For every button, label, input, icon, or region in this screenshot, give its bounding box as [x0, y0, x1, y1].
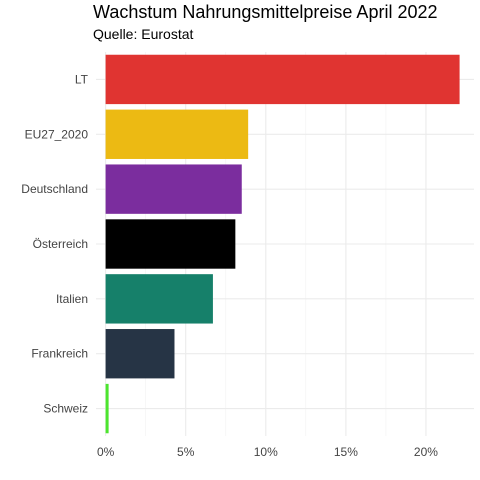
- category-label: Deutschland: [21, 182, 88, 196]
- bar-frankreich: [105, 329, 175, 379]
- category-label: Österreich: [33, 237, 88, 251]
- category-labels: LT EU27_2020 Deutschland Österreich Italien F…: [21, 72, 88, 415]
- bar-eu27-2020: [105, 109, 249, 159]
- x-tick-label: 20%: [414, 445, 438, 459]
- bars: [105, 54, 460, 434]
- bar-lt: [105, 54, 460, 105]
- bar-italien: [105, 274, 213, 324]
- bar--sterreich: [105, 219, 236, 269]
- category-label: Schweiz: [43, 402, 88, 416]
- category-label: Frankreich: [31, 347, 88, 361]
- bar-deutschland: [105, 164, 242, 214]
- x-tick-label: 15%: [334, 445, 358, 459]
- x-tick-labels: 0% 5% 10% 15% 20%: [97, 445, 438, 459]
- category-label: Italien: [56, 292, 88, 306]
- category-label: LT: [75, 72, 89, 86]
- chart-subtitle: Quelle: Eurostat: [93, 26, 194, 42]
- x-tick-label: 10%: [254, 445, 278, 459]
- x-tick-label: 5%: [177, 445, 195, 459]
- chart-title: Wachstum Nahrungsmittelpreise April 2022: [93, 2, 438, 22]
- x-tick-label: 0%: [97, 445, 115, 459]
- bar-schweiz: [105, 383, 109, 434]
- category-label: EU27_2020: [25, 127, 89, 141]
